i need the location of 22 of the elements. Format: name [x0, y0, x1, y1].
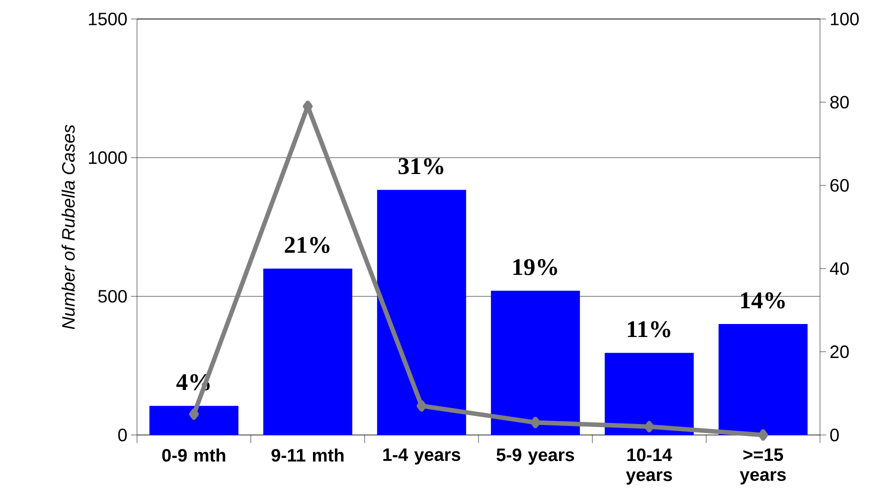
y2-tick-label: 100: [830, 12, 859, 26]
y-tick-label: 500: [98, 290, 127, 303]
x-tick-label: 9-11 mth: [272, 448, 344, 462]
y-tick-label: 1500: [88, 12, 127, 26]
x-tick-label: 0-9 mth: [162, 448, 226, 462]
x-tick-label: 10-14 years: [626, 448, 672, 485]
y-axis-title: Number of Rubella Cases: [62, 124, 75, 330]
y2-tick-label: 40: [830, 262, 849, 275]
x-tick-label: >=15 years: [740, 448, 786, 484]
y2-tick-label: 80: [830, 96, 849, 109]
y-tick-label: 0: [118, 428, 127, 442]
x-tick-label: 1-4 years: [383, 448, 460, 465]
annotation: 14%: [741, 292, 785, 309]
annotation: 19%: [513, 259, 558, 276]
y2-tick-label: 0: [830, 428, 839, 442]
y-tick-label: 1000: [88, 151, 127, 164]
annotation: 21%: [284, 236, 330, 254]
y2-tick-label: 20: [830, 345, 849, 358]
x-tick-label: 5-9 years: [496, 448, 574, 465]
annotation: 31%: [398, 158, 444, 174]
y2-tick-label: 60: [830, 179, 849, 192]
annotation: 11%: [628, 321, 670, 338]
